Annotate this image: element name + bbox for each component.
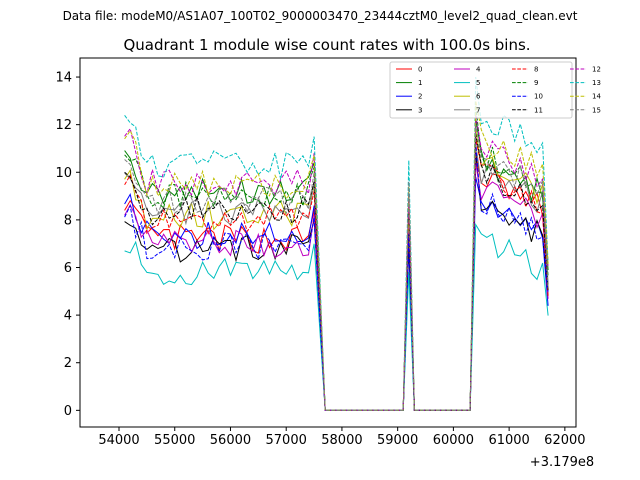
x-tick-label: 56000 xyxy=(210,433,251,448)
y-tick-label: 0 xyxy=(64,404,72,419)
x-offset-label: +3.179e8 xyxy=(530,455,594,470)
y-tick-label: 12 xyxy=(55,118,72,133)
series-line-6 xyxy=(124,129,549,411)
y-tick-label: 8 xyxy=(64,213,72,228)
x-tick-label: 54000 xyxy=(98,433,139,448)
legend-label-8: 8 xyxy=(534,66,538,74)
series-line-1 xyxy=(124,119,549,411)
legend-label-3: 3 xyxy=(418,106,422,114)
legend-label-15: 15 xyxy=(592,106,601,114)
x-tick-label: 59000 xyxy=(377,433,418,448)
axes-frame xyxy=(79,57,577,428)
legend-label-9: 9 xyxy=(534,79,538,87)
legend-label-14: 14 xyxy=(592,93,601,101)
legend-label-2: 2 xyxy=(418,93,422,101)
series-line-14 xyxy=(124,100,549,411)
x-tick-label: 61000 xyxy=(488,433,529,448)
legend-label-0: 0 xyxy=(418,66,422,74)
series-line-10 xyxy=(124,143,549,411)
suptitle: Data file: modeM0/AS1A07_100T02_90000034… xyxy=(63,9,578,23)
y-tick-label: 4 xyxy=(64,309,72,324)
legend-label-4: 4 xyxy=(476,66,481,74)
series-line-2 xyxy=(124,176,549,411)
y-tick-label: 6 xyxy=(64,261,72,276)
legend-label-12: 12 xyxy=(592,66,601,74)
x-tick-label: 62000 xyxy=(544,433,585,448)
series-line-15 xyxy=(124,124,549,411)
plot-area xyxy=(79,57,577,428)
series-line-11 xyxy=(124,134,549,411)
x-tick-label: 60000 xyxy=(433,433,474,448)
legend-label-11: 11 xyxy=(534,106,543,114)
x-tick-label: 58000 xyxy=(321,433,362,448)
y-tick-label: 10 xyxy=(55,166,72,181)
y-tick-label: 14 xyxy=(55,71,72,86)
series-line-9 xyxy=(124,105,549,411)
y-axis: 0 2 4 6 8 10 12 14 xyxy=(55,71,80,419)
series-line-12 xyxy=(124,115,549,411)
legend-label-5: 5 xyxy=(476,79,480,87)
legend-label-10: 10 xyxy=(534,93,543,101)
series-line-13 xyxy=(124,76,549,411)
legend-box xyxy=(389,61,573,119)
legend-label-13: 13 xyxy=(592,79,601,87)
legend-label-7: 7 xyxy=(476,106,480,114)
x-tick-label: 55000 xyxy=(154,433,195,448)
series-line-4 xyxy=(124,162,549,411)
x-tick-label: 57000 xyxy=(266,433,307,448)
series-line-5 xyxy=(124,222,549,411)
x-axis: 54000 55000 56000 57000 58000 59000 60000 61000… xyxy=(98,427,586,448)
chart-title: Quadrant 1 module wise count rates with … xyxy=(123,36,530,54)
legend-label-6: 6 xyxy=(476,93,481,101)
y-tick-label: 2 xyxy=(64,356,72,371)
legend-label-1: 1 xyxy=(418,79,422,87)
series-line-8 xyxy=(124,138,549,411)
